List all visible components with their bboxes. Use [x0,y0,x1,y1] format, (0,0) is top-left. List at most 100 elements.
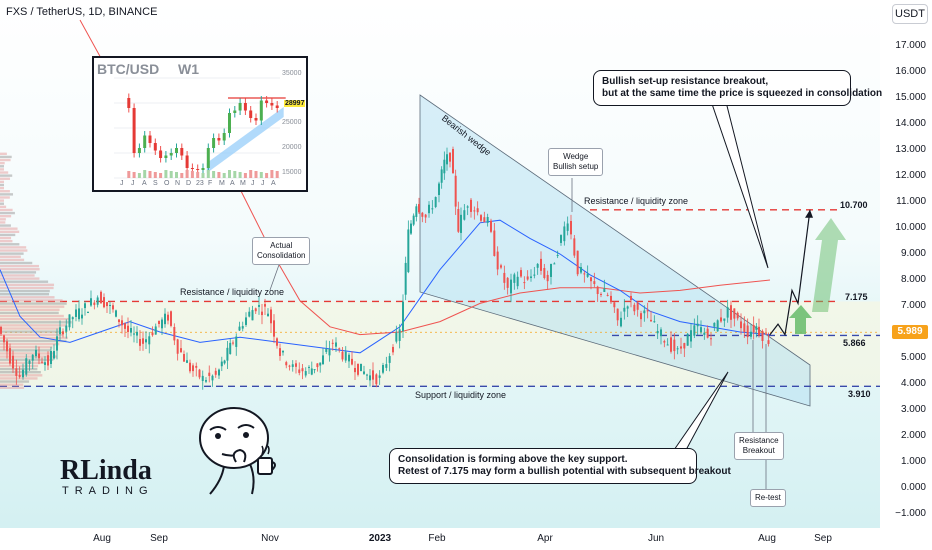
inset-volume-bar [270,170,274,178]
btc-inset-chart[interactable]: BTC/USD W1 28997 35000 25000 20000 15000… [92,56,308,192]
candle-body [264,304,266,307]
candle-body [313,369,316,371]
volume-profile-bar [0,367,38,371]
candle-body [449,152,451,162]
candle-body [232,342,234,344]
inset-candle-body [259,100,263,121]
inset-candle-body [148,135,152,143]
candle-body [109,304,111,306]
candle-body [716,320,719,332]
level-label-mid: 7.175 [845,292,868,302]
volume-profile-bar [0,202,4,205]
candle-body [630,295,632,301]
candle-body [536,263,539,268]
inset-x-tick: D [186,180,192,187]
candle-body [733,308,736,319]
candle-body [50,351,52,364]
projection-arrowhead [805,209,813,218]
candle-body [226,347,229,361]
main-chart-svg[interactable] [0,0,880,528]
candle-body [743,323,746,332]
candle-body [127,325,129,333]
candle-body [603,288,606,292]
inset-y-tick: 35000 [282,70,302,77]
candle-body [267,313,269,317]
inset-volume-bar [212,171,216,178]
candle-body [490,220,492,232]
candle-body [103,297,105,308]
inset-volume-bar [175,172,178,178]
time-axis-tick: Feb [428,533,446,544]
candle-body [533,274,536,276]
candle-body [392,346,394,353]
candle-body [18,375,21,377]
time-axis-tick: Sep [814,533,832,544]
candle-body [493,230,496,256]
inset-last-price: 28997 [284,100,306,107]
inset-volume-bar [196,172,200,178]
resistance-zone-label-upper: Resistance / liquidity zone [584,196,689,206]
candle-body [31,354,34,361]
candle-body [752,324,755,333]
candle-body [121,320,123,326]
candle-body [388,356,391,363]
candle-body [372,370,374,380]
candle-body [211,375,214,381]
candle-body [566,223,569,231]
candle-body [357,363,359,375]
logo-subtitle: TRADING [62,485,154,497]
candle-body [723,318,726,321]
candle-body [767,340,770,344]
inset-volume-bar [201,173,205,178]
actual-consolidation-tag: Actual Consolidation [252,237,311,265]
volume-profile-bar [0,208,13,212]
candle-body [404,262,407,295]
time-axis-tick: Apr [537,533,553,544]
candle-body [273,320,275,337]
volume-profile-bar [0,211,15,215]
candle-body [676,348,679,350]
volume-profile-bar [0,296,55,299]
candle-body [322,355,324,365]
inset-candle-body [249,110,253,118]
candle-body [460,214,462,233]
candle-body [90,298,92,306]
level-label-local-support: 5.866 [843,338,866,348]
inset-trend-band [206,107,284,173]
inset-volume-bar [164,170,168,178]
support-zone-label: Support / liquidity zone [415,390,507,400]
candle-body [563,226,566,242]
volume-profile-bar [0,317,71,321]
candle-body [726,307,729,318]
candle-body [291,364,294,367]
candle-body [41,361,43,363]
candle-body [424,214,427,218]
currency-badge[interactable]: USDT [892,4,928,24]
inset-x-tick: N [175,180,181,187]
volume-profile-bar [0,152,7,155]
price-axis-tick: 13.000 [895,144,926,155]
volume-profile-bar [0,236,12,240]
candle-body [713,322,716,327]
price-axis-tick: 7.000 [900,300,926,311]
candle-body [363,371,365,374]
candle-body [218,369,220,376]
candle-body [15,368,18,376]
candle-body [503,272,506,283]
candle-body [428,204,430,214]
candle-body [304,371,307,376]
candle-body [38,353,40,359]
candle-body [22,369,24,378]
candle-body [410,223,412,234]
inset-x-tick: O [164,180,170,187]
price-axis-tick: 15.000 [895,92,926,103]
inset-x-tick: 23 [196,180,204,187]
candle-body [516,276,519,287]
volume-profile-bar [0,349,51,352]
candle-body [186,360,188,363]
candle-body [351,358,353,365]
current-price-tag: 5.989 [892,325,928,339]
volume-profile-bar [0,183,4,187]
volume-profile-bar [0,342,60,346]
